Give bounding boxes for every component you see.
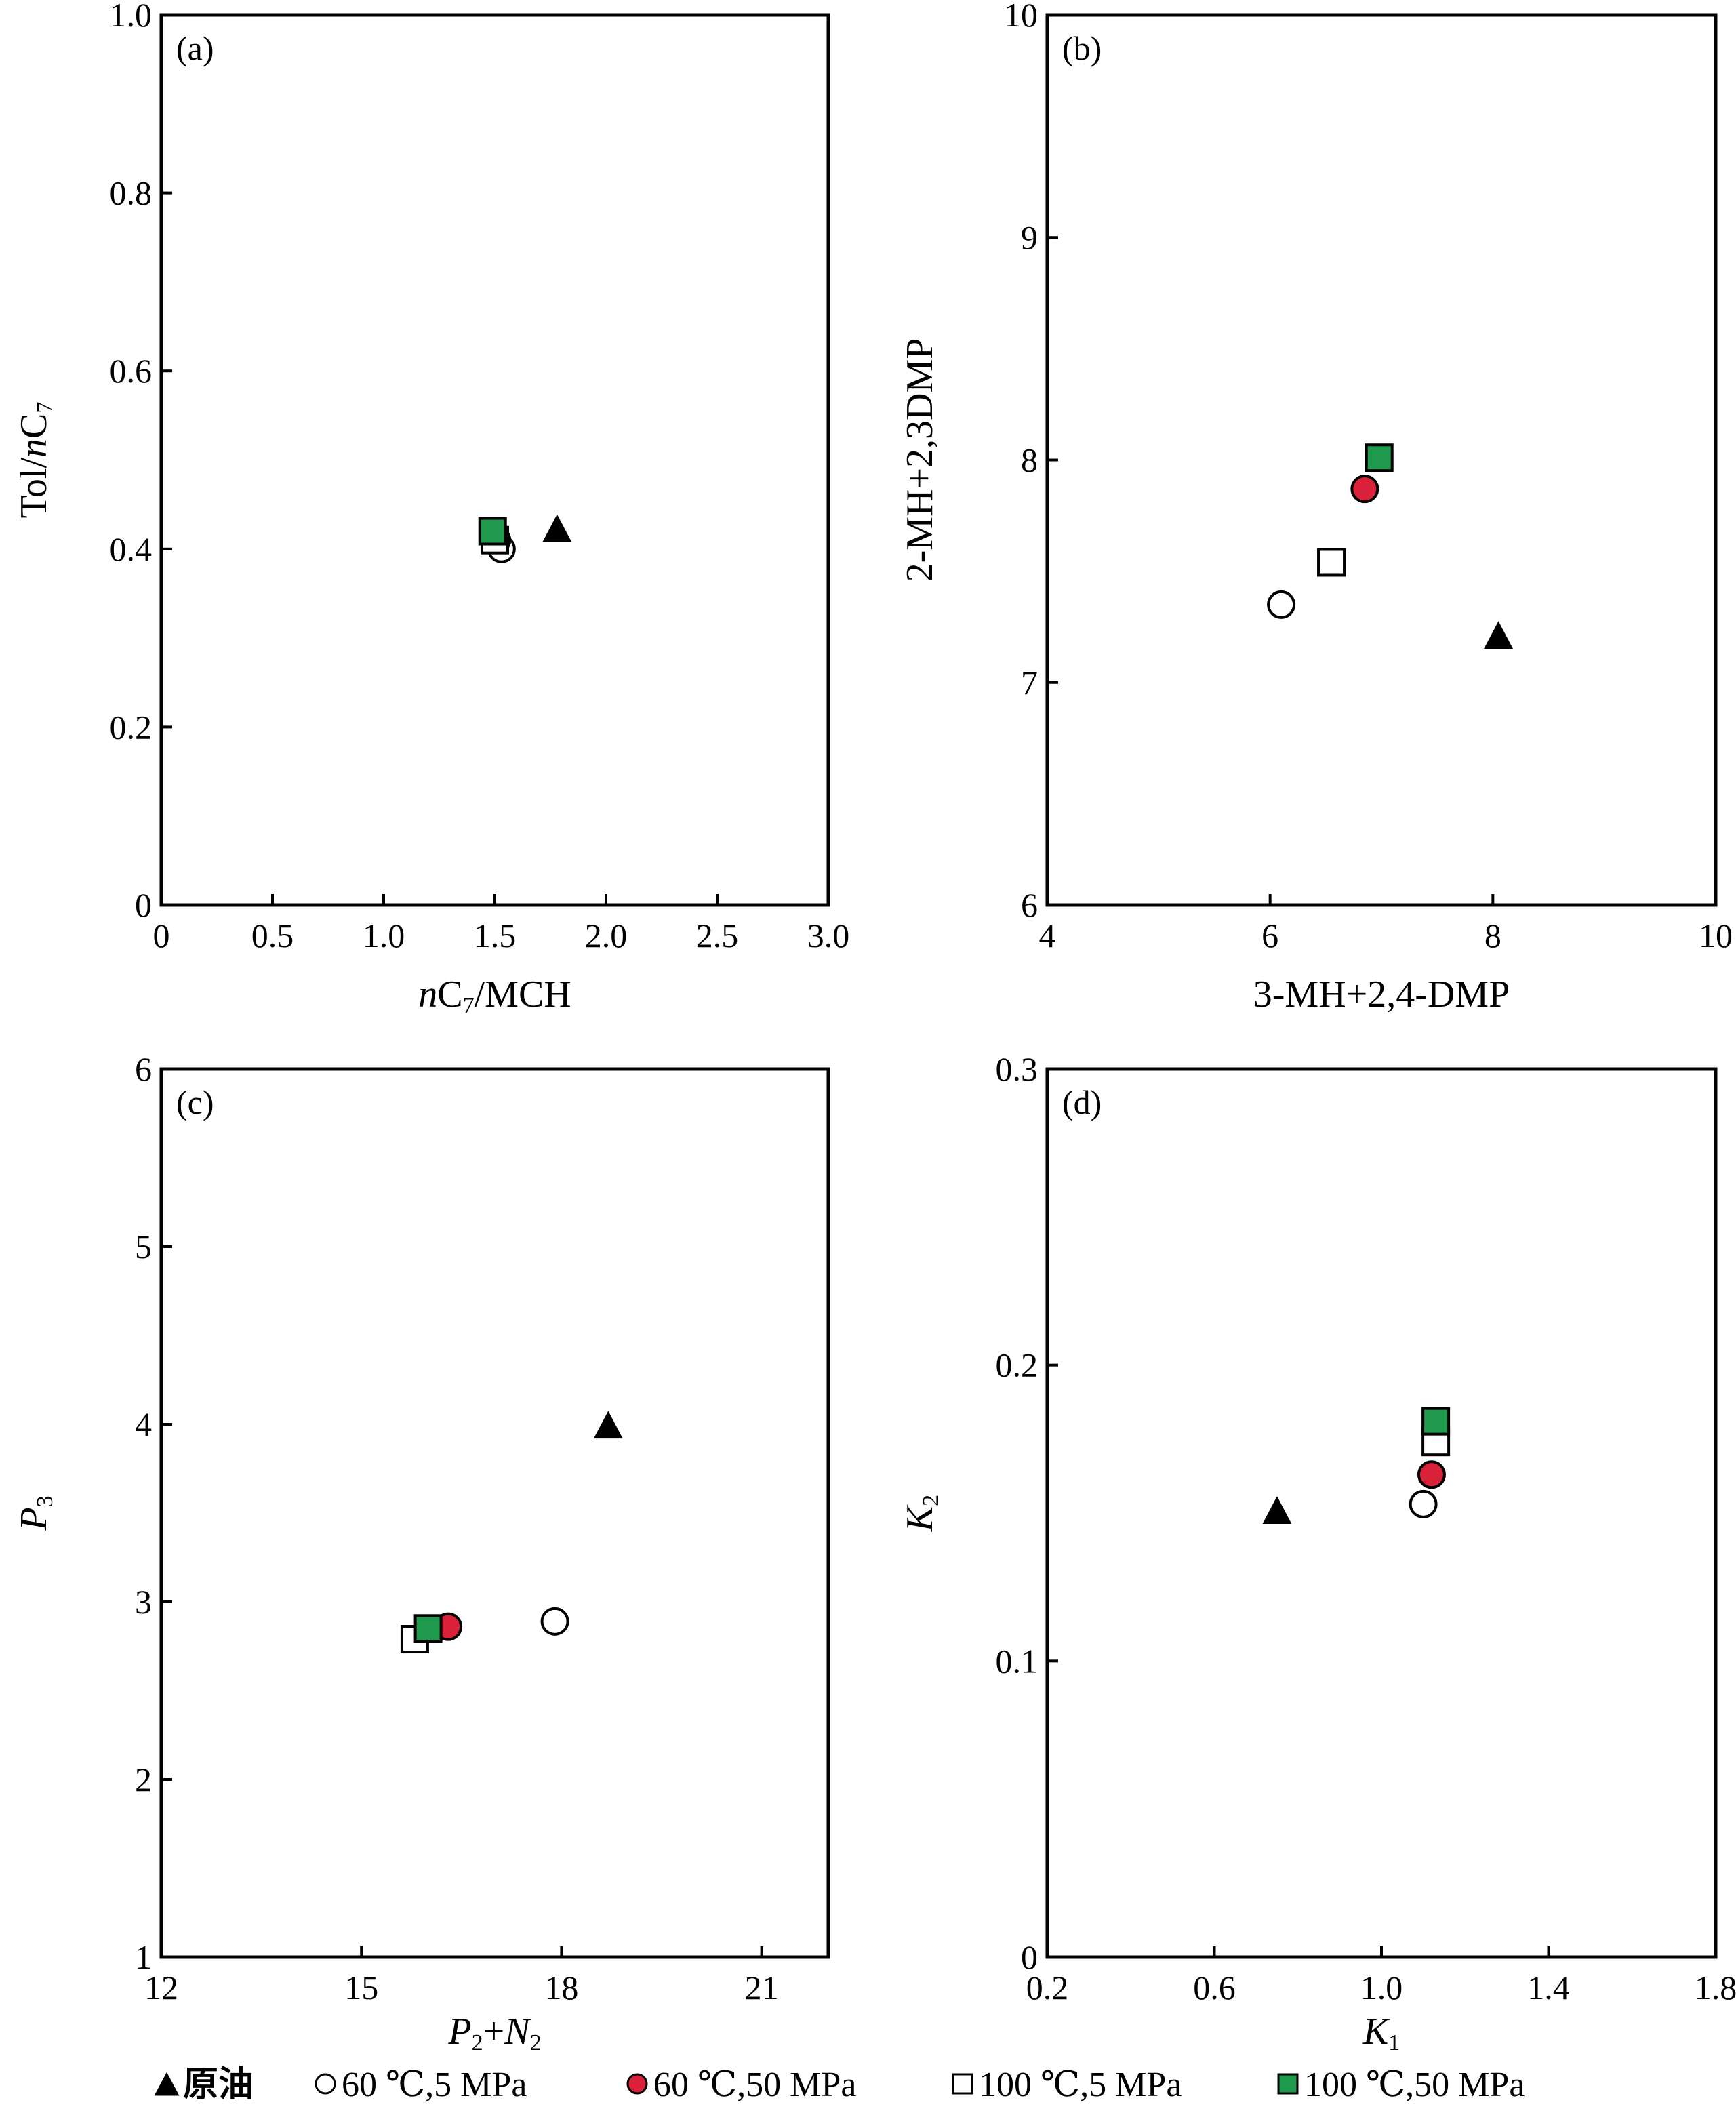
y-tick-label: 0.2 bbox=[996, 1346, 1038, 1384]
panel-label: (b) bbox=[1062, 29, 1102, 67]
x-tick-label: 6 bbox=[1261, 916, 1278, 954]
x-tick-label: 2.5 bbox=[696, 916, 739, 954]
data-point bbox=[1421, 1407, 1451, 1436]
legend-item: 原油 bbox=[154, 2065, 254, 2104]
legend-marker bbox=[154, 2072, 180, 2096]
panel-label: (a) bbox=[176, 29, 214, 67]
x-tick-label: 12 bbox=[144, 1969, 178, 2007]
y-axis-title: K2 bbox=[899, 1495, 944, 1532]
legend-label: 100 ℃,5 MPa bbox=[979, 2066, 1182, 2104]
plot-frame bbox=[1045, 1067, 1718, 1959]
x-axis-title: 3-MH+2,4-DMP bbox=[1253, 973, 1510, 1015]
chart-panel-1: 0 0.5 1.0 1.5 2.0 2.5 3.0 0 0.2 0.4 0.6 0.8 1.0 (a) nC… bbox=[13, 0, 849, 1018]
legend-label: 原油 bbox=[183, 2065, 254, 2104]
panel-label: (c) bbox=[176, 1083, 214, 1121]
legend-item: 100 ℃,50 MPa bbox=[1277, 2066, 1525, 2104]
data-point bbox=[1409, 1489, 1438, 1518]
data-point bbox=[478, 517, 507, 546]
y-tick-label: 0.1 bbox=[996, 1642, 1038, 1680]
data-point bbox=[1484, 621, 1514, 649]
legend-item: 60 ℃,5 MPa bbox=[315, 2066, 527, 2104]
data-point bbox=[1350, 475, 1379, 504]
x-tick-label: 0.6 bbox=[1193, 1969, 1236, 2007]
y-axis-title: 2-MH+2,3DMP bbox=[899, 338, 941, 582]
x-tick-label: 18 bbox=[544, 1969, 578, 2007]
y-tick-label: 3 bbox=[135, 1583, 152, 1621]
chart-panels: 0 0.5 1.0 1.5 2.0 2.5 3.000.20.40.60.81.0(a)nC… bbox=[13, 0, 1736, 2055]
y-tick-label: 2 bbox=[135, 1760, 152, 1798]
x-tick-label: 15 bbox=[344, 1969, 378, 2007]
data-point bbox=[1267, 590, 1296, 619]
x-axis-title: K1 bbox=[1362, 2011, 1400, 2055]
legend-marker bbox=[626, 2073, 648, 2095]
y-axis-title: Tol/nC7 bbox=[13, 402, 58, 519]
x-tick-label: 1.4 bbox=[1527, 1969, 1570, 2007]
data-point bbox=[1417, 1460, 1446, 1489]
y-tick-label: 4 bbox=[135, 1405, 152, 1443]
legend-label: 60 ℃,5 MPa bbox=[342, 2066, 527, 2104]
y-tick-label: 1 bbox=[135, 1938, 152, 1976]
y-tick-label: 7 bbox=[1021, 664, 1038, 702]
x-tick-label: 3.0 bbox=[807, 916, 850, 954]
data-point bbox=[542, 514, 572, 542]
y-tick-label: 8 bbox=[1021, 441, 1038, 479]
y-tick-label: 0.6 bbox=[110, 352, 153, 390]
legend-item: 60 ℃,50 MPa bbox=[626, 2066, 856, 2104]
y-axis-title: P3 bbox=[13, 1495, 58, 1531]
data-point bbox=[1262, 1496, 1292, 1524]
y-tick-label: 6 bbox=[135, 1050, 152, 1088]
x-tick-label: 4 bbox=[1039, 916, 1056, 954]
y-tick-label: 6 bbox=[1021, 886, 1038, 924]
y-tick-label: 9 bbox=[1021, 218, 1038, 256]
legend-item: 100 ℃,5 MPa bbox=[952, 2066, 1182, 2104]
x-tick-label: 1.5 bbox=[474, 916, 517, 954]
data-point bbox=[1365, 443, 1394, 472]
y-tick-label: 5 bbox=[135, 1228, 152, 1266]
legend: 原油 60 ℃,5 MPa 60 ℃,50 MPa 100 ℃,5 MPa 100 ℃,… bbox=[154, 2065, 1525, 2104]
legend-label: 60 ℃,50 MPa bbox=[653, 2066, 856, 2104]
legend-marker bbox=[952, 2073, 973, 2095]
y-tick-label: 0.8 bbox=[110, 174, 153, 212]
plot-frame bbox=[159, 13, 830, 907]
x-tick-label: 1.0 bbox=[363, 916, 405, 954]
legend-label: 100 ℃,50 MPa bbox=[1304, 2066, 1525, 2104]
x-tick-label: 0.2 bbox=[1026, 1969, 1069, 2007]
chart-panel-4: 0.2 0.6 1.0 1.4 1.8 0 0.1 0.2 0.3 (d) K1 K2 bbox=[899, 1050, 1736, 2055]
data-point bbox=[540, 1607, 569, 1636]
y-tick-label: 10 bbox=[1004, 0, 1038, 34]
data-point bbox=[593, 1411, 623, 1439]
plot-frame bbox=[159, 1067, 830, 1959]
y-tick-label: 1.0 bbox=[110, 0, 153, 34]
y-tick-label: 0.4 bbox=[110, 530, 153, 568]
legend-marker bbox=[1277, 2073, 1299, 2095]
y-tick-label: 0.2 bbox=[110, 708, 153, 746]
x-tick-label: 8 bbox=[1485, 916, 1501, 954]
x-tick-label: 2.0 bbox=[585, 916, 628, 954]
legend-marker bbox=[315, 2073, 336, 2095]
x-tick-label: 21 bbox=[745, 1969, 779, 2007]
x-tick-label: 1.0 bbox=[1360, 1969, 1403, 2007]
y-tick-label: 0.3 bbox=[996, 1050, 1038, 1088]
panel-label: (d) bbox=[1062, 1083, 1102, 1121]
x-axis-title: nC7/MCH bbox=[418, 973, 571, 1018]
y-tick-label: 0 bbox=[135, 886, 152, 924]
y-tick-label: 0 bbox=[1021, 1938, 1038, 1976]
x-tick-label: 1.8 bbox=[1695, 1969, 1736, 2007]
x-axis-title: P2+N2 bbox=[447, 2011, 541, 2055]
x-tick-label: 10 bbox=[1699, 916, 1733, 954]
x-tick-label: 0 bbox=[153, 916, 170, 954]
data-point bbox=[1317, 548, 1346, 577]
data-point bbox=[413, 1614, 443, 1643]
x-tick-label: 0.5 bbox=[251, 916, 294, 954]
